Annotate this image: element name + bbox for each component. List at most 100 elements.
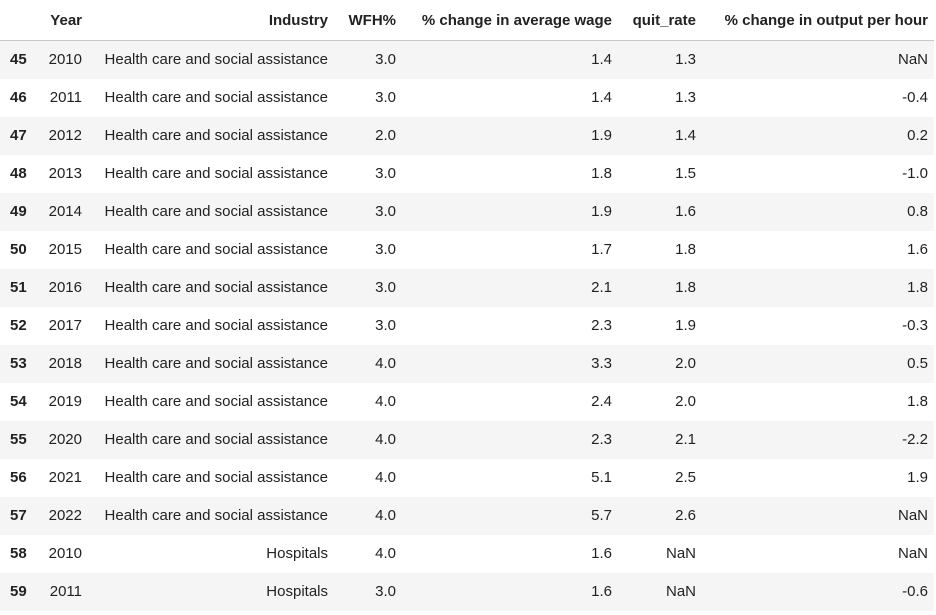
- table-row: 50 2015 Health care and social assistance 3…: [0, 231, 934, 269]
- row-index: 52: [10, 317, 27, 334]
- column-header-year: Year: [38, 0, 88, 41]
- cell-wfh: 3.0: [375, 89, 396, 106]
- cell-wage-change: 1.4: [591, 89, 612, 106]
- row-index: 54: [10, 393, 27, 410]
- table-row: 54 2019 Health care and social assistance 4…: [0, 383, 934, 421]
- cell-quit-rate: 1.3: [675, 51, 696, 69]
- cell-year: 2019: [48, 393, 82, 410]
- row-index: 49: [10, 203, 27, 220]
- column-header-industry: Industry: [88, 0, 334, 41]
- cell-output-change: NaN: [897, 51, 928, 69]
- cell-industry: Health care and social assistance: [104, 507, 328, 524]
- cell-quit-rate: 1.6: [675, 203, 696, 220]
- cell-output-change: NaN: [897, 545, 928, 562]
- table-row: 58 2010 Hospitals 4.0 1.6 NaN NaN: [0, 535, 934, 573]
- table-row: 49 2014 Health care and social assistance 3…: [0, 192, 934, 231]
- cell-wfh: 3.0: [375, 51, 396, 69]
- cell-output-change: -0.3: [902, 317, 928, 334]
- cell-quit-rate: NaN: [665, 545, 696, 562]
- cell-wage-change: 5.7: [591, 507, 612, 524]
- table-row: 53 2018 Health care and social assistance 4…: [0, 344, 934, 383]
- cell-output-change: 1.6: [907, 241, 928, 258]
- cell-quit-rate: 1.8: [675, 279, 696, 296]
- row-index: 58: [10, 545, 27, 562]
- cell-wage-change: 1.6: [591, 583, 612, 600]
- cell-year: 2022: [48, 507, 82, 524]
- table-row: 47 2012 Health care and social assistance 2…: [0, 116, 934, 155]
- cell-industry: Health care and social assistance: [104, 51, 328, 69]
- cell-year: 2011: [49, 583, 82, 600]
- row-index: 45: [10, 51, 27, 69]
- cell-wfh: 3.0: [375, 583, 396, 600]
- cell-year: 2014: [48, 203, 82, 220]
- cell-output-change: -0.4: [902, 89, 928, 106]
- cell-wfh: 2.0: [375, 127, 396, 144]
- cell-wfh: 3.0: [375, 241, 396, 258]
- column-header-index: [0, 0, 38, 41]
- cell-wage-change: 1.8: [591, 165, 612, 182]
- cell-industry: Health care and social assistance: [104, 89, 328, 106]
- cell-industry: Health care and social assistance: [104, 431, 328, 448]
- table-row: 45 2010 Health care and social assistance 3…: [0, 40, 934, 79]
- cell-output-change: 0.2: [907, 127, 928, 144]
- cell-quit-rate: 2.0: [675, 355, 696, 372]
- cell-quit-rate: NaN: [665, 583, 696, 600]
- cell-wfh: 3.0: [375, 317, 396, 334]
- table-row: 59 2011 Hospitals 3.0 1.6 NaN -0.6: [0, 572, 934, 611]
- cell-industry: Health care and social assistance: [104, 203, 328, 220]
- cell-industry: Health care and social assistance: [104, 469, 328, 486]
- cell-wage-change: 1.6: [591, 545, 612, 562]
- cell-output-change: -2.2: [902, 431, 928, 448]
- row-index: 48: [10, 165, 27, 182]
- cell-year: 2020: [48, 431, 82, 448]
- cell-output-change: 0.8: [907, 203, 928, 220]
- cell-year: 2010: [48, 545, 82, 562]
- cell-quit-rate: 2.1: [675, 431, 696, 448]
- row-index: 59: [10, 583, 27, 600]
- cell-wfh: 3.0: [375, 279, 396, 296]
- cell-industry: Health care and social assistance: [104, 393, 328, 410]
- row-index: 57: [10, 507, 27, 524]
- cell-industry: Hospitals: [266, 583, 328, 600]
- cell-wfh: 4.0: [375, 507, 396, 524]
- cell-output-change: -1.0: [902, 165, 928, 182]
- cell-wfh: 4.0: [375, 469, 396, 486]
- row-index: 50: [10, 241, 27, 258]
- cell-industry: Health care and social assistance: [104, 127, 328, 144]
- cell-wage-change: 1.4: [591, 51, 612, 69]
- row-index: 51: [10, 279, 27, 296]
- column-header-wfh: WFH%: [334, 0, 402, 41]
- cell-output-change: -0.6: [902, 583, 928, 600]
- cell-wage-change: 2.1: [591, 279, 612, 296]
- cell-quit-rate: 2.6: [675, 507, 696, 524]
- cell-year: 2010: [48, 51, 82, 69]
- cell-wage-change: 3.3: [591, 355, 612, 372]
- cell-wage-change: 1.9: [591, 203, 612, 220]
- cell-quit-rate: 1.3: [675, 89, 696, 106]
- cell-industry: Health care and social assistance: [104, 355, 328, 372]
- cell-year: 2018: [48, 355, 82, 372]
- cell-quit-rate: 2.0: [675, 393, 696, 410]
- cell-year: 2011: [49, 89, 82, 106]
- table-body: 45 2010 Health care and social assistance 3…: [0, 40, 934, 611]
- cell-output-change: 1.8: [907, 393, 928, 410]
- table-row: 57 2022 Health care and social assistance 4…: [0, 496, 934, 535]
- cell-year: 2015: [48, 241, 82, 258]
- cell-output-change: NaN: [897, 507, 928, 524]
- header-row: Year Industry WFH% % change in average w…: [0, 0, 934, 41]
- cell-industry: Health care and social assistance: [104, 279, 328, 296]
- table-row: 48 2013 Health care and social assistance 3…: [0, 155, 934, 193]
- column-header-wage-change: % change in average wage: [402, 0, 618, 41]
- table-row: 55 2020 Health care and social assistance 4…: [0, 420, 934, 459]
- row-index: 56: [10, 469, 27, 486]
- cell-industry: Health care and social assistance: [104, 165, 328, 182]
- cell-wage-change: 1.7: [591, 241, 612, 258]
- column-header-quit-rate: quit_rate: [618, 0, 702, 41]
- cell-output-change: 1.8: [907, 279, 928, 296]
- cell-wage-change: 2.3: [591, 317, 612, 334]
- cell-quit-rate: 1.9: [675, 317, 696, 334]
- row-index: 55: [10, 431, 27, 448]
- cell-quit-rate: 1.4: [675, 127, 696, 144]
